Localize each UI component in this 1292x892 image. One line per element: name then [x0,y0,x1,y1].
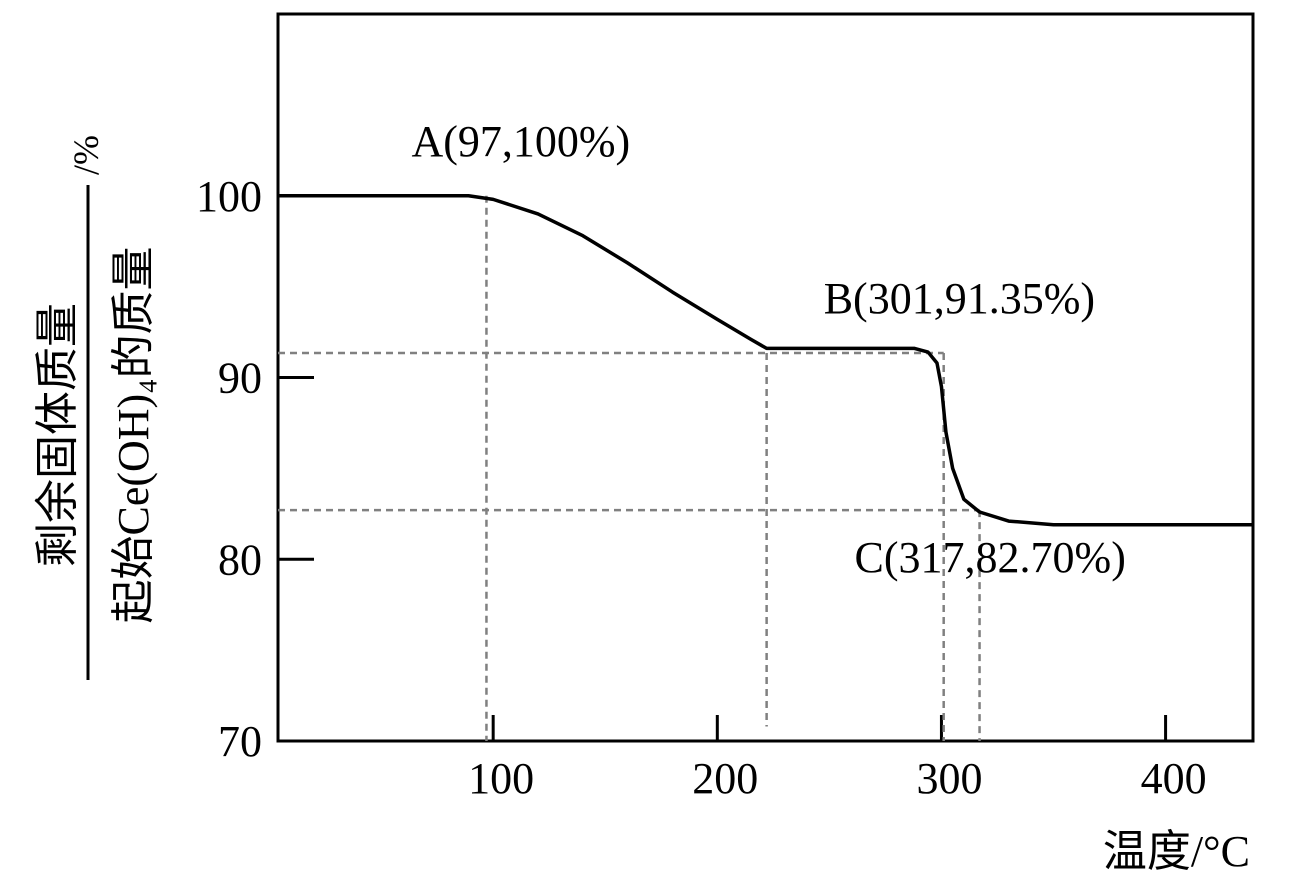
x-tick-label: 100 [468,754,534,803]
data-line [278,194,1253,527]
y-axis-label: 剩余固体质量 起始Ce(OH)₄的质量 /% [33,135,158,680]
x-tick-label: 300 [916,754,982,803]
y-label-denominator: 起始Ce(OH)₄的质量 [109,246,158,623]
annotation: B(301,91.35%) [824,274,1095,323]
y-label-numerator: 剩余固体质量 [33,303,82,567]
y-tick-label: 70 [218,717,262,766]
y-tick-label: 80 [218,535,262,584]
annotation: A(97,100%) [411,117,630,166]
x-tick-label: 400 [1141,754,1207,803]
y-label-unit: /% [66,135,106,175]
y-tick-label: 100 [196,172,262,221]
x-tick-label: 200 [692,754,758,803]
annotation: C(317,82.70%) [855,533,1126,582]
y-tick-label: 90 [218,354,262,403]
x-axis-label: 温度/°C [1103,827,1250,876]
